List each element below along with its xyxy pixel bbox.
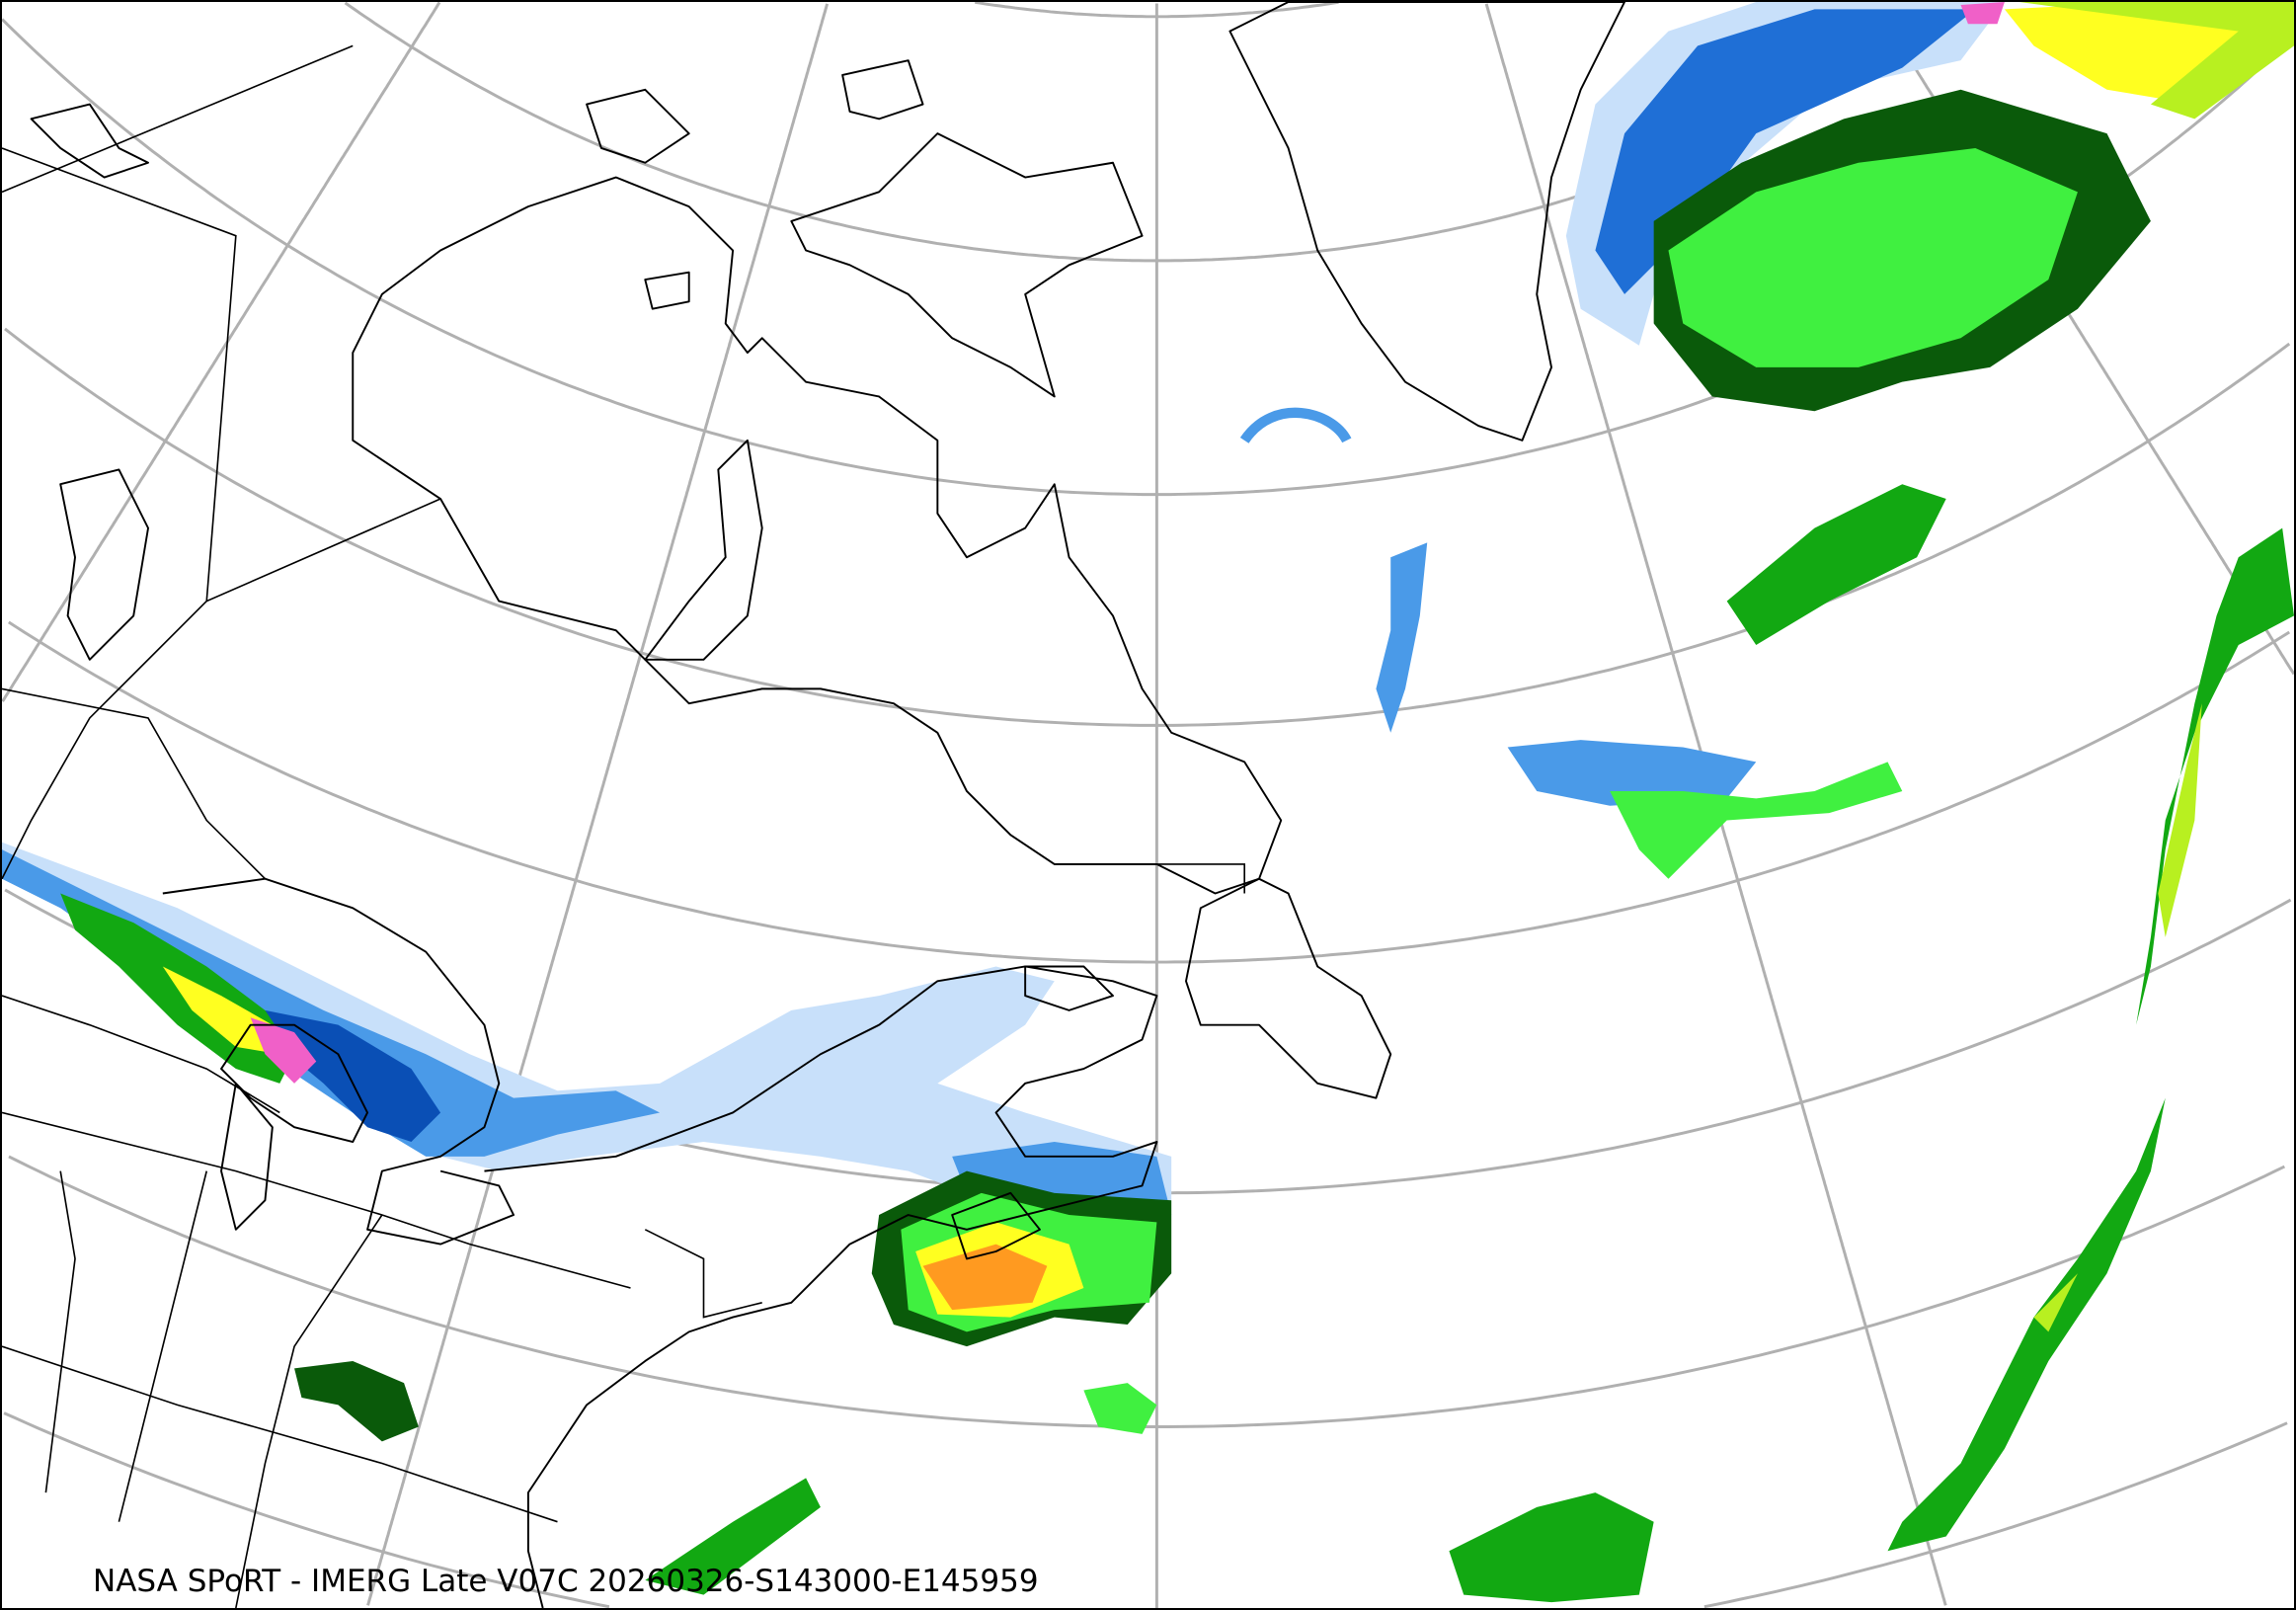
- border-line: [2, 995, 280, 1114]
- precip-rain-michigan-yellow: [162, 966, 280, 1055]
- precip-band-green: [1610, 762, 1903, 879]
- border-line: [118, 1170, 208, 1522]
- precip-snow-band-light: [2, 842, 1172, 1216]
- latitude-line: [4, 327, 2291, 727]
- precip-front-south: [1887, 1097, 2166, 1552]
- coast-james-bay: [644, 439, 763, 661]
- latitude-line: [3, 1411, 2288, 1608]
- coast-nova-scotia: [951, 1191, 1041, 1260]
- border-line: [1054, 863, 1246, 894]
- precip-front-east: [2136, 527, 2294, 1025]
- precip-rain-maritimes-orange: [922, 1244, 1048, 1311]
- latitude-line: [8, 620, 2291, 964]
- precip-front-east-yellow: [2158, 703, 2202, 937]
- precip-snow-band-core: [265, 1009, 441, 1143]
- coast-baffin: [790, 132, 1144, 398]
- border-line: [2, 147, 441, 603]
- border-line: [644, 1229, 762, 1319]
- precip-blue-streak: [1376, 542, 1428, 733]
- coast-arctic-islands: [30, 59, 924, 661]
- coast-lake-champlain: [1024, 965, 1114, 1011]
- precip-snow-band: [2, 849, 661, 1157]
- border-line: [44, 1170, 76, 1493]
- coast-newfoundland: [1185, 877, 1392, 1099]
- coast-gulf-st-lawrence: [484, 965, 1158, 1608]
- precip-rain-sw: [645, 1478, 821, 1595]
- coast-greenland: [1228, 2, 1626, 442]
- political-borders: [2, 44, 1246, 1608]
- precip-atlantic-band: [1726, 484, 1946, 645]
- longitude-line: [2, 2, 441, 702]
- border-line: [235, 1214, 383, 1608]
- coast-great-lakes: [162, 877, 515, 1246]
- product-caption: NASA SPoRT - IMERG Late V07C 20260326-S1…: [93, 1564, 1039, 1599]
- precip-pink: [250, 1017, 317, 1084]
- border-line: [2, 601, 207, 880]
- border-line: [2, 687, 267, 880]
- precip-rain-us: [294, 1360, 419, 1442]
- precip-arc: [1239, 407, 1352, 443]
- border-line: [2, 1345, 558, 1523]
- precip-rain-se: [1083, 1383, 1157, 1434]
- coast-hudson-bay: [352, 176, 1283, 895]
- longitude-line: [366, 3, 830, 1606]
- border-line: [2, 44, 354, 194]
- precip-greenland-pink: [1960, 2, 2005, 25]
- precip-band-blue: [1507, 740, 1757, 806]
- precip-rain-south-cluster: [1449, 1492, 1654, 1603]
- precip-storm-green: [1668, 147, 2078, 367]
- coastlines: [30, 2, 1626, 1608]
- precip-storm-top: [2019, 2, 2294, 120]
- precip-front-south-yellow: [2033, 1273, 2078, 1332]
